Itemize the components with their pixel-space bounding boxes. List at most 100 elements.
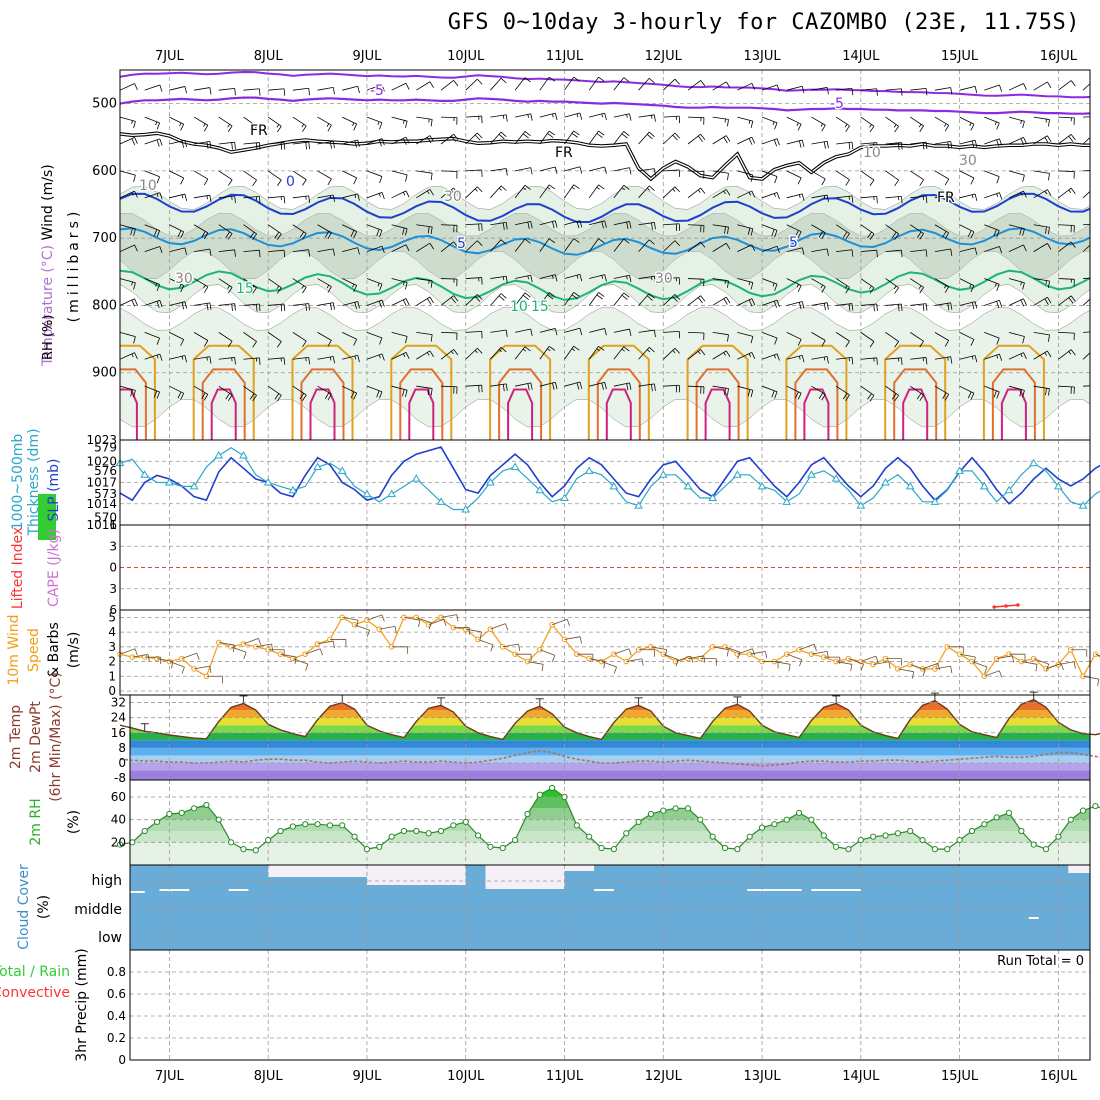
thickness-tick-label: 579	[94, 441, 117, 455]
wind-barb-flag	[234, 195, 236, 203]
wind-barb-flag	[547, 186, 551, 190]
wind-barb	[441, 170, 458, 172]
wind-barb	[391, 170, 408, 176]
wind-barb-flag	[947, 303, 950, 311]
wind-barb-flag	[888, 661, 891, 669]
wind-barb-flag	[1047, 81, 1052, 89]
wind-barb-flag	[623, 238, 630, 244]
wind-barb-flag	[798, 302, 802, 310]
wind-barb	[194, 356, 210, 360]
rh-marker	[697, 816, 704, 823]
wind-barb-flag	[156, 176, 160, 184]
wind-barb	[342, 116, 357, 125]
temperature-line	[119, 698, 1100, 741]
wind-barb-flag	[919, 179, 924, 186]
wind-barb	[650, 646, 667, 650]
wind-barb-flag	[354, 302, 357, 310]
wind-barb	[712, 135, 727, 145]
wind-barb-flag	[209, 195, 212, 203]
rh-marker	[178, 809, 185, 816]
wind-barb-flag	[674, 186, 681, 193]
wind-barb-flag	[629, 113, 632, 121]
wind-barb	[910, 87, 927, 91]
wind-barb-flag	[552, 382, 555, 390]
rh-tick-label: 20	[111, 835, 126, 849]
wind-barb	[687, 187, 701, 199]
wind-barb-flag	[697, 189, 701, 193]
wind-barb-flag	[280, 142, 283, 150]
wind-barb-flag	[727, 388, 729, 396]
wind-barb	[144, 116, 160, 124]
rh-marker	[845, 846, 852, 853]
wind-barb-flag	[225, 231, 230, 238]
wind-barb	[120, 190, 135, 199]
bottom-date-label: 15JUL	[941, 1069, 979, 1084]
pressure-tick-label: 500	[92, 97, 117, 112]
wind-barb	[910, 303, 927, 306]
wind-barb-flag	[1070, 134, 1076, 141]
thickness-tick-label: 570	[94, 510, 117, 524]
wind-barb-flag	[950, 248, 953, 256]
wind-barb	[1058, 241, 1072, 252]
wind-barb	[613, 648, 630, 655]
wind-barb-flag	[994, 283, 997, 287]
wind-barb-flag	[201, 392, 206, 400]
cape-tick-label: 3	[109, 582, 117, 596]
wind-barb-flag	[576, 221, 580, 229]
wind-barb-flag	[1023, 352, 1027, 360]
wind-barb	[465, 347, 478, 360]
wind-barb-flag	[324, 231, 330, 238]
contour-label: 5	[457, 236, 466, 252]
wind-barb-flag	[773, 193, 776, 197]
wind-barb	[860, 303, 877, 306]
wind-barb-flag	[500, 185, 507, 191]
wind-barb-flag	[898, 304, 900, 312]
rh-marker	[857, 836, 864, 844]
wind-barb-flag	[159, 300, 163, 308]
wind-barb	[687, 116, 704, 119]
thickness-slp-panel: 570573576579101110141017102010231000~500…	[10, 428, 1100, 537]
wind-barb-flag	[379, 122, 383, 130]
lifted-index-marker	[1016, 603, 1020, 607]
temperature-contour	[498, 368, 543, 440]
wind-barb-flag	[1095, 348, 1100, 353]
wind-barb-flag	[258, 638, 262, 646]
wind-barb-flag	[402, 120, 405, 124]
wind-barb-flag	[748, 120, 751, 124]
temperature-contour	[1000, 388, 1027, 440]
wind-barb-flag	[818, 392, 824, 399]
wind-barb-flag	[234, 249, 236, 257]
wind-barb	[934, 87, 951, 91]
wind-barb	[934, 665, 951, 670]
wind-barb-flag	[430, 173, 433, 181]
wind-barb-flag	[477, 347, 483, 354]
wind-barb	[786, 332, 802, 340]
wind-barb-flag	[994, 121, 997, 126]
wind-barb-flag	[998, 670, 1003, 678]
rh-marker	[931, 846, 939, 853]
wind-barb-flag	[801, 193, 805, 201]
wind-barb-flag	[402, 353, 406, 357]
wind-barb-flag	[648, 293, 655, 299]
wind-barb-flag	[405, 136, 410, 144]
wind-barb-flag	[276, 233, 282, 240]
wind-barb	[984, 170, 1000, 178]
wind-barb-flag	[621, 348, 625, 352]
wind-barb-flag	[925, 142, 928, 150]
wind-barb	[786, 278, 802, 286]
bottom-date-label: 13JUL	[743, 1069, 781, 1084]
wind-barb-flag	[1047, 189, 1052, 196]
wind-barb-flag	[276, 341, 282, 348]
wind-barb	[292, 278, 307, 288]
wind-barb	[687, 385, 704, 388]
wind-barb-flag	[601, 221, 604, 229]
wind-barb	[836, 141, 853, 145]
rh-marker	[660, 807, 667, 814]
wind-barb-flag	[918, 285, 922, 289]
wind-barb-flag	[453, 187, 459, 194]
rh-marker	[808, 816, 815, 823]
rh-marker	[709, 833, 716, 840]
wind-barb-flag	[474, 134, 481, 141]
wind-barb-flag	[944, 394, 950, 401]
